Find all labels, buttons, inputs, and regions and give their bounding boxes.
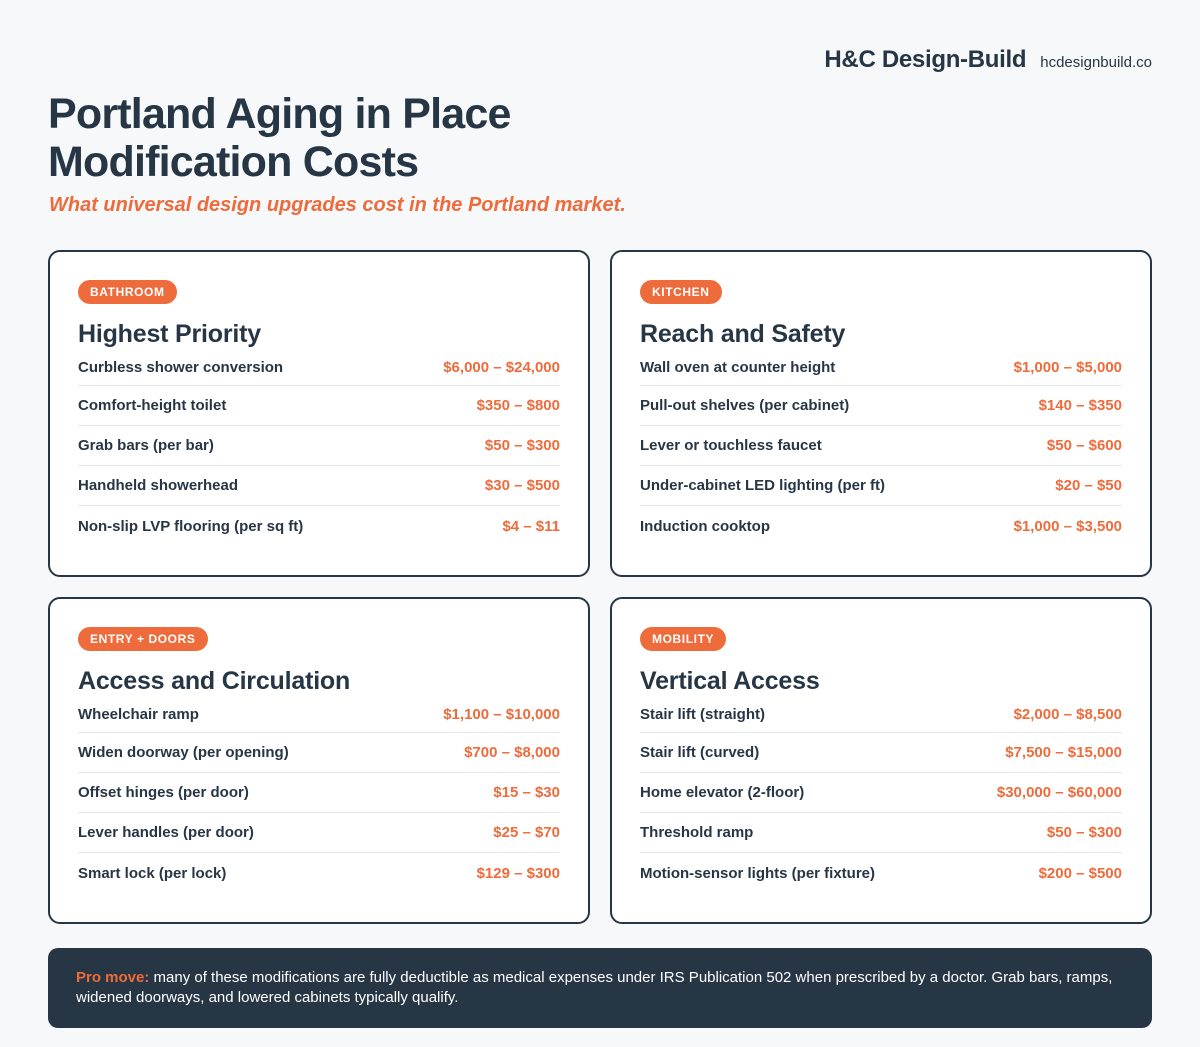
page-title: Portland Aging in Place Modification Cos… [48,90,608,186]
cost-row: Non-slip LVP flooring (per sq ft) $4 – $1… [78,506,560,546]
card-title: Vertical Access [640,667,820,695]
cost-row: Home elevator (2-floor) $30,000 – $60,000 [640,773,1122,813]
cost-list: Curbless shower conversion $6,000 – $24,0… [78,350,560,546]
item-price: $129 – $300 [476,864,560,882]
pro-tip-text: many of these modifications are fully de… [76,969,1113,1006]
item-label: Comfort-height toilet [78,397,227,414]
item-price: $350 – $800 [476,397,560,414]
cost-row: Stair lift (curved) $7,500 – $15,000 [640,733,1122,773]
cost-card-bathroom: BATHROOM Highest Priority Curbless showe… [48,250,590,577]
item-price: $4 – $11 [502,517,560,535]
item-price: $50 – $300 [484,437,560,454]
item-label: Lever or touchless faucet [640,437,822,454]
item-label: Wall oven at counter height [640,359,836,376]
page-subtitle: What universal design upgrades cost in t… [49,194,626,216]
brand: H&C Design-Build hcdesignbuild.co [824,46,1152,74]
item-price: $200 – $500 [1038,864,1122,882]
pro-tip-callout: Pro move: many of these modifications ar… [48,948,1152,1028]
item-label: Non-slip LVP flooring (per sq ft) [78,517,304,535]
cost-row: Threshold ramp $50 – $300 [640,813,1122,853]
cost-row: Curbless shower conversion $6,000 – $24,0… [78,350,560,386]
category-badge: ENTRY + DOORS [78,627,208,651]
item-label: Curbless shower conversion [78,359,284,376]
item-label: Under-cabinet LED lighting (per ft) [640,477,885,494]
item-label: Motion-sensor lights (per fixture) [640,864,876,882]
cost-row: Smart lock (per lock) $129 – $300 [78,853,560,893]
page-title-line-2: Modification Costs [48,138,419,186]
item-price: $15 – $30 [493,784,560,801]
item-price: $30,000 – $60,000 [996,784,1122,801]
category-badge: MOBILITY [640,627,727,651]
item-label: Stair lift (curved) [640,744,760,761]
cost-row: Grab bars (per bar) $50 – $300 [78,426,560,466]
category-badge: KITCHEN [640,280,722,304]
item-price: $20 – $50 [1055,477,1122,494]
item-price: $1,000 – $3,500 [1013,517,1122,535]
brand-url[interactable]: hcdesignbuild.co [1040,54,1152,71]
cost-row: Wheelchair ramp $1,100 – $10,000 [78,697,560,733]
cost-card-entry-doors: ENTRY + DOORS Access and Circulation Whe… [48,597,590,924]
card-title: Reach and Safety [640,320,846,348]
cost-card-mobility: MOBILITY Vertical Access Stair lift (str… [610,597,1152,924]
cost-row: Lever or touchless faucet $50 – $600 [640,426,1122,466]
cost-list: Wall oven at counter height $1,000 – $5,0… [640,350,1122,546]
item-price: $1,000 – $5,000 [1013,359,1122,376]
item-price: $6,000 – $24,000 [443,359,560,376]
card-title: Highest Priority [78,320,261,348]
card-title: Access and Circulation [78,667,351,695]
item-price: $30 – $500 [484,477,560,494]
cost-card-kitchen: KITCHEN Reach and Safety Wall oven at co… [610,250,1152,577]
cost-row: Handheld showerhead $30 – $500 [78,466,560,506]
item-price: $25 – $70 [493,824,560,841]
item-label: Grab bars (per bar) [78,437,214,454]
cost-row: Induction cooktop $1,000 – $3,500 [640,506,1122,546]
item-price: $7,500 – $15,000 [1005,744,1122,761]
cost-row: Offset hinges (per door) $15 – $30 [78,773,560,813]
item-label: Smart lock (per lock) [78,864,227,882]
cost-row: Motion-sensor lights (per fixture) $200 –… [640,853,1122,893]
cost-row: Lever handles (per door) $25 – $70 [78,813,560,853]
pro-tip-lead: Pro move: [76,969,150,986]
category-badge: BATHROOM [78,280,177,304]
cost-row: Pull-out shelves (per cabinet) $140 – $35… [640,386,1122,426]
cost-cards-grid: BATHROOM Highest Priority Curbless showe… [48,250,1152,924]
item-label: Pull-out shelves (per cabinet) [640,397,850,414]
item-label: Widen doorway (per opening) [78,744,289,761]
cost-row: Widen doorway (per opening) $700 – $8,000 [78,733,560,773]
cost-row: Stair lift (straight) $2,000 – $8,500 [640,697,1122,733]
item-label: Wheelchair ramp [78,706,199,723]
item-label: Induction cooktop [640,517,770,535]
item-price: $140 – $350 [1038,397,1122,414]
page-title-line-1: Portland Aging in Place [48,90,511,138]
item-price: $50 – $300 [1046,824,1122,841]
cost-list: Stair lift (straight) $2,000 – $8,500 Sta… [640,697,1122,893]
cost-list: Wheelchair ramp $1,100 – $10,000 Widen do… [78,697,560,893]
item-price: $700 – $8,000 [464,744,560,761]
item-price: $1,100 – $10,000 [443,706,560,723]
cost-row: Under-cabinet LED lighting (per ft) $20 –… [640,466,1122,506]
item-label: Handheld showerhead [78,477,239,494]
cost-row: Comfort-height toilet $350 – $800 [78,386,560,426]
item-label: Stair lift (straight) [640,706,766,723]
item-price: $2,000 – $8,500 [1013,706,1122,723]
item-label: Offset hinges (per door) [78,784,249,801]
item-price: $50 – $600 [1046,437,1122,454]
item-label: Home elevator (2-floor) [640,784,805,801]
item-label: Threshold ramp [640,824,754,841]
cost-row: Wall oven at counter height $1,000 – $5,0… [640,350,1122,386]
brand-name: H&C Design-Build [824,46,1027,73]
item-label: Lever handles (per door) [78,824,254,841]
